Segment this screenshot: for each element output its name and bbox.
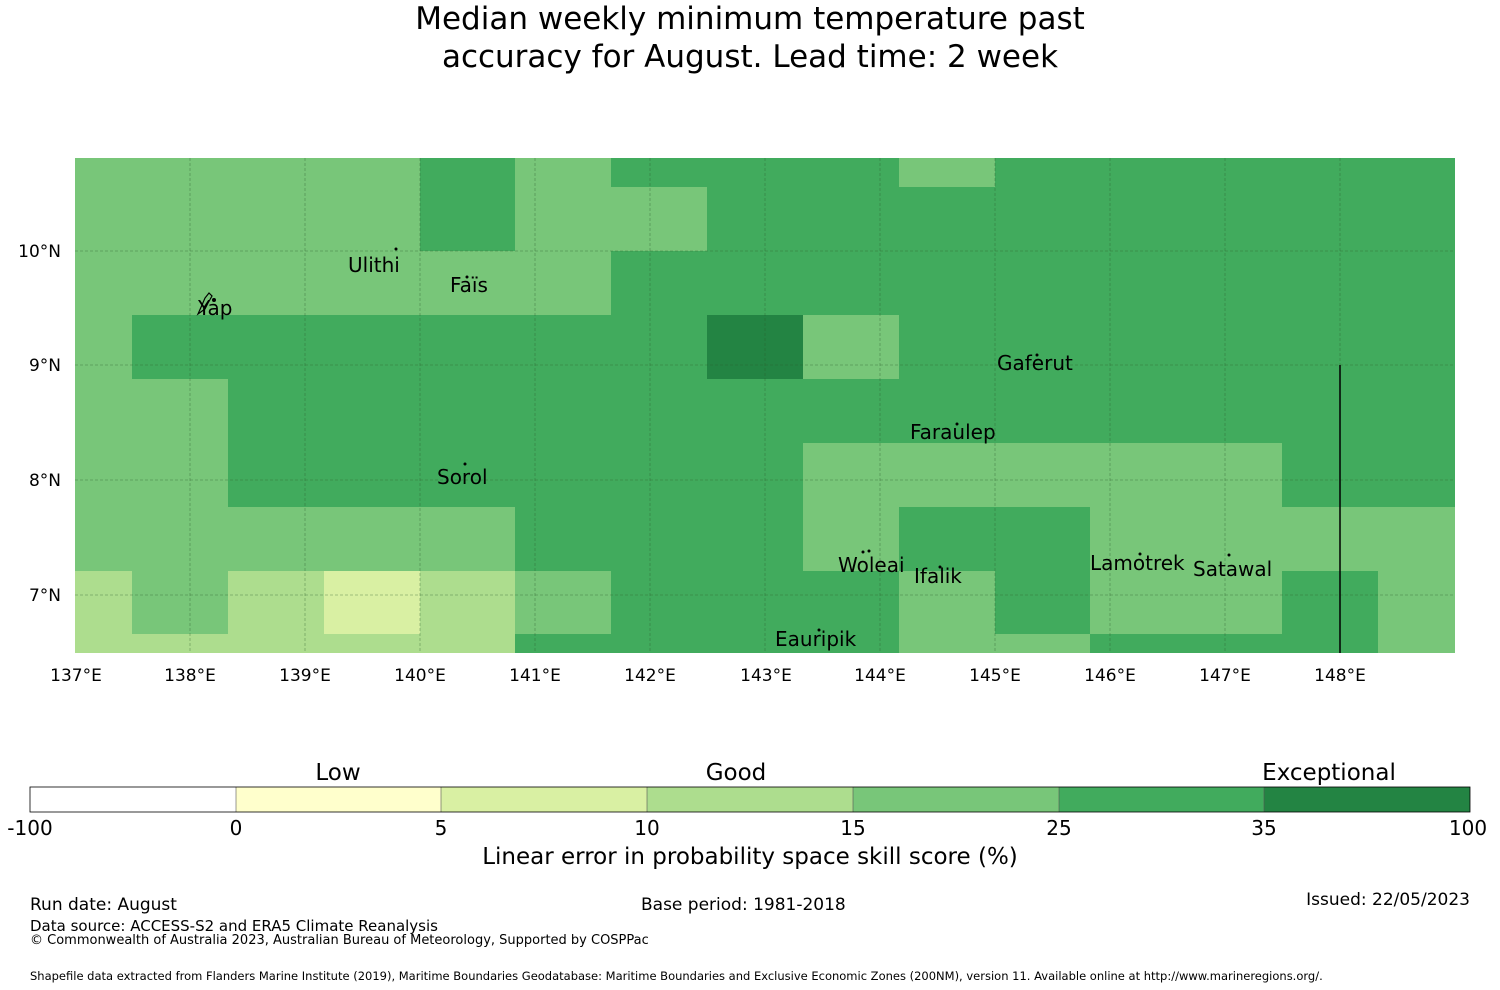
issued-date: Issued: 22/05/2023: [1306, 890, 1470, 910]
colorbar-tick-label: 15: [840, 816, 866, 840]
colorbar-tick-label: 10: [634, 816, 660, 840]
place-label-ifalik: Ifalik: [914, 564, 962, 588]
colorbar-label: Linear error in probability space skill …: [482, 844, 1018, 870]
place-label-sorol: Sorol: [437, 465, 488, 489]
lon-tick-label: 139°E: [279, 666, 331, 686]
skill-grid: [75, 158, 1455, 653]
colorbar-swatch: [1264, 787, 1470, 812]
copyright-notice: © Commonwealth of Australia 2023, Austra…: [30, 933, 649, 948]
lat-tick-label: 10°N: [18, 242, 61, 262]
yap-island-shape: [196, 292, 213, 316]
base-period: Base period: 1981-2018: [641, 895, 846, 915]
colorbar: [29, 786, 1471, 813]
map-title: Median weekly minimum temperature past a…: [0, 0, 1500, 76]
place-label-satawal: Satawal: [1193, 557, 1272, 581]
lon-tick-label: 146°E: [1084, 666, 1136, 686]
colorbar-tick-label: -100: [7, 816, 53, 840]
lon-tick-labels: 137°E 138°E 139°E 140°E 141°E 142°E 143°…: [50, 666, 1366, 686]
lat-tick-label: 8°N: [29, 471, 61, 491]
lat-tick-labels: 10°N 9°N 8°N 7°N: [18, 242, 61, 606]
place-label-ulithi: Ulithi: [348, 253, 400, 277]
lon-tick-label: 142°E: [624, 666, 676, 686]
island-shapes: [196, 247, 1231, 632]
run-date: Run date: August: [30, 895, 177, 915]
colorbar-swatch: [236, 787, 441, 812]
place-label-faraulep: Faraulep: [910, 420, 996, 444]
lon-tick-label: 147°E: [1199, 666, 1251, 686]
colorbar-swatch: [30, 787, 236, 812]
lon-tick-label: 140°E: [394, 666, 446, 686]
lon-tick-label: 145°E: [969, 666, 1021, 686]
colorbar-category-good: Good: [705, 760, 767, 786]
place-labels: Ulithi Faïs Yap Gaferut Faraulep Sorol W…: [197, 253, 1272, 651]
shapefile-attribution: Shapefile data extracted from Flanders M…: [30, 969, 1323, 983]
colorbar-tick-label: 25: [1046, 816, 1072, 840]
title-line-1: Median weekly minimum temperature past: [415, 1, 1085, 37]
colorbar-tick-label: 100: [1448, 816, 1488, 840]
place-label-lamotrek: Lamotrek: [1090, 551, 1185, 575]
lon-tick-label: 141°E: [509, 666, 561, 686]
lon-tick-label: 137°E: [50, 666, 102, 686]
colorbar-frame: [29, 786, 1471, 813]
place-label-gaferut: Gaferut: [997, 351, 1073, 375]
colorbar-category-low: Low: [315, 760, 361, 786]
place-label-woleai: Woleai: [838, 553, 905, 577]
colorbar-category-exceptional: Exceptional: [1262, 760, 1396, 786]
title-line-2: accuracy for August. Lead time: 2 week: [441, 39, 1059, 75]
lon-tick-label: 144°E: [854, 666, 906, 686]
lat-tick-label: 9°N: [29, 356, 61, 376]
lon-tick-label: 143°E: [740, 666, 792, 686]
lon-tick-label: 138°E: [164, 666, 216, 686]
colorbar-swatch: [853, 787, 1059, 812]
place-label-fais: Faïs: [450, 273, 488, 297]
colorbar-swatch: [441, 787, 647, 812]
place-label-eauripik: Eauripik: [775, 627, 857, 651]
colorbar-swatch: [647, 787, 853, 812]
lat-tick-label: 7°N: [29, 586, 61, 606]
colorbar-tick-label: 35: [1251, 816, 1277, 840]
place-label-yap: Yap: [197, 296, 232, 320]
colorbar-swatch: [1059, 787, 1264, 812]
lon-tick-label: 148°E: [1314, 666, 1366, 686]
colorbar-tick-label: 5: [434, 816, 448, 840]
colorbar-tick-label: 0: [229, 816, 243, 840]
graticule: [75, 158, 1455, 653]
data-source: Data source: ACCESS-S2 and ERA5 Climate …: [30, 917, 438, 935]
